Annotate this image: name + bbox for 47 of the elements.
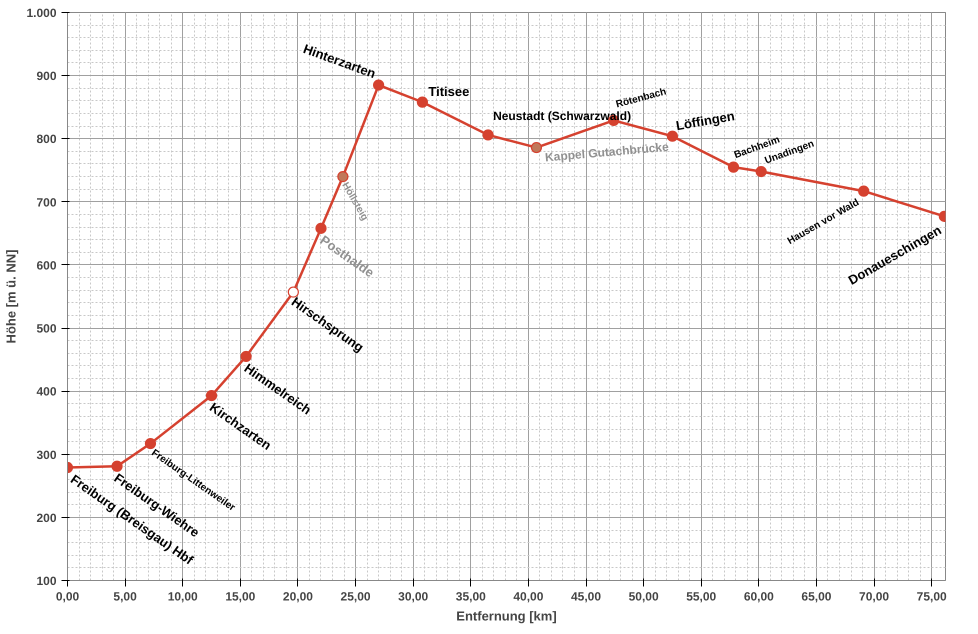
point: [373, 79, 384, 91]
y-axis-title: Höhe [m ü. NN]: [3, 250, 18, 344]
x-tick-label: 15,00: [225, 590, 256, 604]
y-tick-label: 1.000: [26, 6, 57, 20]
point: [728, 162, 740, 173]
x-tick-label: 5,00: [113, 590, 138, 604]
y-tick-label: 900: [36, 69, 57, 84]
point: [111, 460, 123, 472]
x-tick-label: 50,00: [628, 590, 659, 604]
point: [337, 171, 348, 182]
y-tick-label: 800: [36, 132, 57, 146]
point: [858, 186, 870, 197]
y-tick-label: 700: [36, 195, 57, 210]
annotation: Löffingen: [674, 108, 736, 134]
point: [240, 350, 252, 362]
point: [288, 286, 299, 298]
x-tick-label: 10,00: [168, 590, 198, 604]
point: [666, 130, 678, 142]
point: [756, 166, 767, 178]
point: [530, 142, 542, 154]
x-tick-label: 40,00: [513, 590, 544, 604]
point: [482, 129, 494, 141]
x-tick-label: 60,00: [744, 590, 774, 604]
annotation: Titisee: [428, 84, 470, 100]
point: [206, 390, 218, 402]
x-tick-label: 25,00: [340, 590, 371, 604]
x-tick-label: 45,00: [570, 590, 602, 604]
y-tick-label: 100: [36, 574, 57, 588]
annotation: Neustadt (Schwarzwald): [493, 108, 632, 123]
x-tick-label: 20,00: [282, 590, 314, 604]
y-tick-label: 300: [36, 448, 57, 462]
x-tick-label: 65,00: [801, 590, 832, 604]
y-tick-label: 200: [36, 510, 57, 525]
x-tick-label: 70,00: [859, 590, 890, 604]
x-tick-label: 55,00: [686, 590, 717, 604]
annotation: Kappel Gutachbrücke: [544, 140, 670, 165]
point: [416, 96, 428, 108]
y-tick-label: 400: [36, 384, 57, 399]
point: [144, 438, 156, 450]
point: [315, 222, 327, 234]
y-tick-label: 600: [36, 258, 57, 272]
y-tick-label: 500: [36, 322, 57, 336]
x-axis-title: Entfernung [km]: [456, 608, 557, 624]
x-tick-label: 0,00: [56, 590, 80, 604]
x-tick-label: 35,00: [456, 590, 486, 604]
x-tick-label: 30,00: [398, 590, 429, 604]
x-tick-label: 75,00: [916, 590, 948, 604]
